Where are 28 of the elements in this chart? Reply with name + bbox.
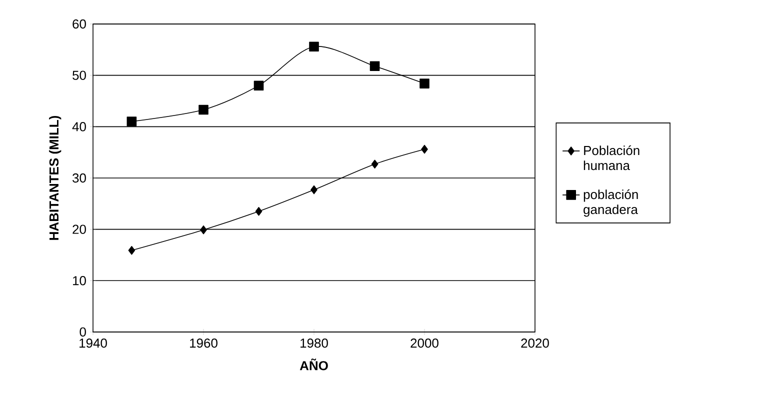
x-tick-label: 2020 (521, 338, 549, 348)
point (421, 144, 428, 154)
x-tick-label: 1960 (190, 338, 218, 348)
x-tick-label: 1980 (300, 338, 328, 348)
point (126, 116, 137, 126)
x-tick-label: 1940 (80, 338, 107, 348)
y-tick-label: 40 (72, 122, 86, 132)
x-axis-title: AÑO (300, 358, 328, 370)
point (128, 246, 136, 255)
point (198, 104, 208, 115)
point (420, 78, 430, 88)
y-tick-label: 30 (72, 173, 86, 183)
legend-label: Población humana (584, 145, 640, 170)
point (371, 160, 378, 169)
point (370, 61, 380, 71)
x-tick-label: 2000 (410, 338, 438, 348)
y-tick-label: 10 (73, 276, 86, 286)
y-tick-label: 60 (72, 19, 86, 29)
y-tick-label: 50 (72, 70, 86, 80)
y-tick-label: 20 (72, 224, 86, 234)
point (310, 185, 318, 194)
point (309, 42, 319, 52)
point (255, 206, 262, 216)
y-axis-title: HABITANTES (MILL) (49, 116, 62, 240)
point (254, 80, 264, 90)
legend-label: población ganadera (584, 189, 638, 217)
point (200, 225, 207, 234)
y-tick-label: 0 (80, 327, 86, 337)
